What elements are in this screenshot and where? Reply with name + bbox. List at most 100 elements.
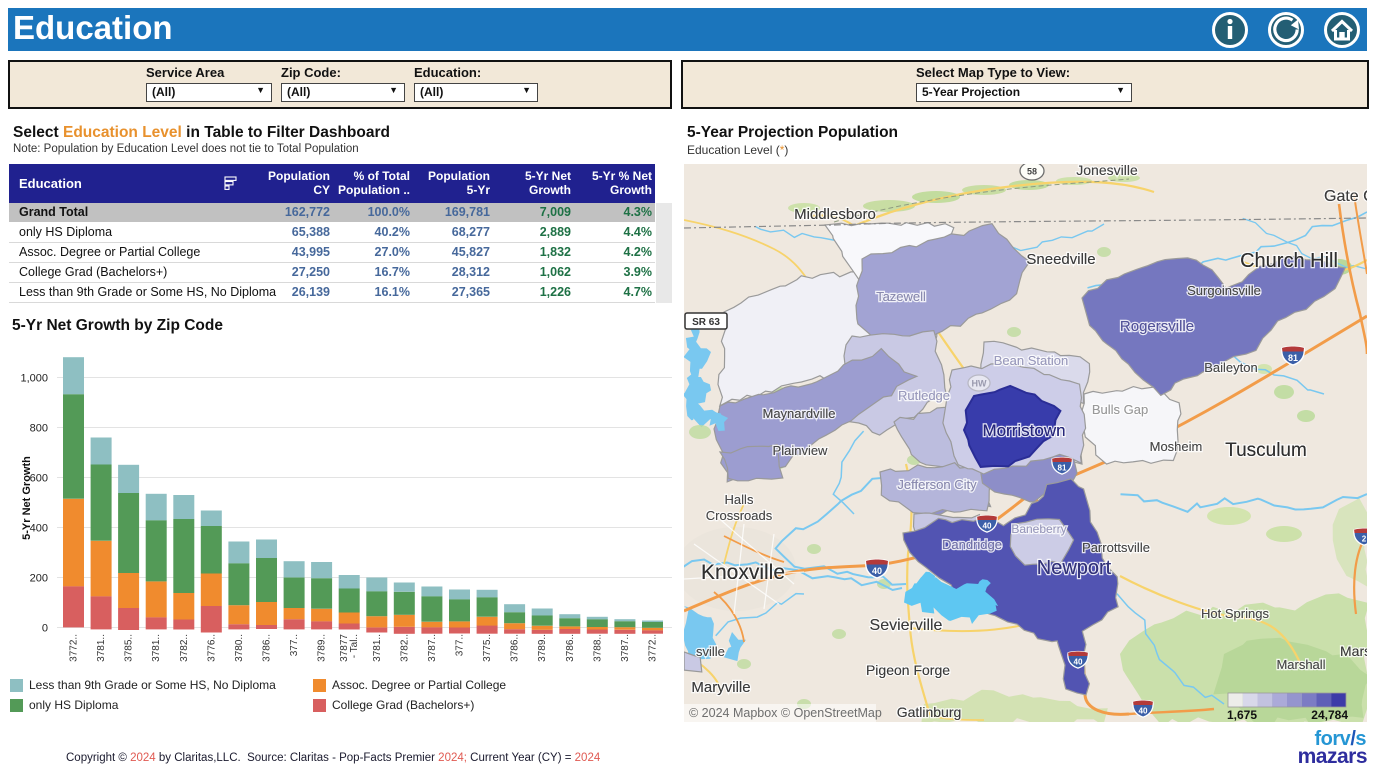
svg-text:3788..: 3788.. (592, 634, 603, 662)
svg-text:Tusculum: Tusculum (1225, 440, 1307, 461)
svg-text:Bean Station: Bean Station (994, 353, 1068, 368)
svg-text:Halls: Halls (725, 492, 754, 507)
svg-text:Mosheim: Mosheim (1150, 439, 1203, 454)
svg-text:Jonesville: Jonesville (1076, 164, 1138, 178)
svg-text:3785..: 3785.. (124, 634, 135, 662)
svg-text:Church Hill: Church Hill (1240, 250, 1338, 272)
svg-text:Mars: Mars (1340, 643, 1367, 659)
svg-text:3772..: 3772.. (69, 634, 80, 662)
svg-text:Surgoinsville: Surgoinsville (1187, 283, 1261, 298)
svg-text:Middlesboro: Middlesboro (794, 206, 876, 223)
svg-text:Maynardville: Maynardville (763, 406, 836, 421)
svg-text:Baneberry: Baneberry (1011, 522, 1066, 536)
svg-text:800: 800 (30, 423, 48, 435)
svg-text:Knoxville: Knoxville (701, 561, 785, 584)
svg-text:Morristown: Morristown (982, 421, 1065, 440)
svg-text:Rutledge: Rutledge (898, 388, 950, 403)
svg-text:81: 81 (1057, 464, 1067, 473)
svg-text:3787..: 3787.. (620, 634, 631, 662)
svg-text:Maryville: Maryville (691, 679, 750, 696)
svg-text:3776..: 3776.. (206, 634, 217, 662)
svg-text:Tusculum: Tusculum (1225, 440, 1307, 461)
svg-text:40: 40 (1138, 707, 1148, 716)
svg-text:Church Hill: Church Hill (1240, 250, 1338, 272)
svg-text:600: 600 (30, 473, 48, 485)
svg-text:Tazewell: Tazewell (876, 289, 926, 304)
svg-text:Jefferson City: Jefferson City (897, 477, 977, 492)
svg-text:3781..: 3781.. (96, 634, 107, 662)
svg-text:Newport: Newport (1037, 557, 1112, 579)
svg-text:Jonesville: Jonesville (1076, 164, 1138, 178)
svg-text:3772..: 3772.. (648, 634, 659, 662)
svg-text:Plainview: Plainview (773, 443, 829, 458)
svg-text:3780..: 3780.. (234, 634, 245, 662)
svg-text:Jefferson City: Jefferson City (897, 477, 977, 492)
svg-text:Gatlinburg: Gatlinburg (897, 704, 962, 720)
svg-text:40: 40 (982, 522, 992, 531)
svg-text:2: 2 (1362, 535, 1367, 544)
svg-text:1,675: 1,675 (1227, 708, 1257, 722)
svg-text:3781..: 3781.. (372, 634, 383, 662)
svg-text:Bulls Gap: Bulls Gap (1092, 402, 1148, 417)
svg-text:Sneedville: Sneedville (1026, 251, 1095, 268)
svg-text:3787..: 3787.. (427, 634, 438, 662)
svg-text:- Tal..: - Tal.. (349, 634, 360, 658)
svg-text:3786..: 3786.. (565, 634, 576, 662)
svg-text:40: 40 (872, 566, 882, 576)
svg-text:3782..: 3782.. (179, 634, 190, 662)
svg-text:Baneberry: Baneberry (1011, 522, 1066, 536)
svg-text:Marshall: Marshall (1276, 657, 1325, 672)
svg-text:Baileyton: Baileyton (1204, 360, 1257, 375)
svg-text:Sevierville: Sevierville (870, 617, 943, 634)
svg-text:Pigeon Forge: Pigeon Forge (866, 662, 950, 678)
svg-text:Gate Cit: Gate Cit (1324, 188, 1367, 205)
svg-text:Surgoinsville: Surgoinsville (1187, 283, 1261, 298)
svg-text:377..: 377.. (289, 634, 300, 656)
svg-text:Hot Springs: Hot Springs (1201, 606, 1269, 621)
svg-text:sville: sville (696, 644, 725, 659)
svg-text:Parrottsville: Parrottsville (1082, 540, 1150, 555)
svg-text:58: 58 (1027, 167, 1037, 177)
svg-text:Crossroads: Crossroads (706, 508, 773, 523)
svg-text:Sneedville: Sneedville (1026, 251, 1095, 268)
svg-text:Hot Springs: Hot Springs (1201, 606, 1269, 621)
svg-text:Maynardville: Maynardville (763, 406, 836, 421)
svg-text:Crossroads: Crossroads (706, 508, 773, 523)
svg-text:200: 200 (30, 573, 48, 585)
svg-text:Knoxville: Knoxville (701, 561, 785, 584)
svg-text:Gatlinburg: Gatlinburg (897, 704, 962, 720)
svg-text:Rutledge: Rutledge (898, 388, 950, 403)
svg-text:3782..: 3782.. (399, 634, 410, 662)
svg-text:3786..: 3786.. (510, 634, 521, 662)
svg-text:SR 63: SR 63 (692, 317, 720, 328)
svg-text:1,000: 1,000 (20, 373, 48, 385)
svg-text:81: 81 (1288, 353, 1298, 363)
svg-text:sville: sville (696, 644, 725, 659)
svg-text:Baileyton: Baileyton (1204, 360, 1257, 375)
svg-text:Tazewell: Tazewell (876, 289, 926, 304)
svg-text:3789..: 3789.. (537, 634, 548, 662)
svg-text:Middlesboro: Middlesboro (794, 206, 876, 223)
svg-text:3781..: 3781.. (151, 634, 162, 662)
svg-text:Plainview: Plainview (773, 443, 829, 458)
svg-text:Morristown: Morristown (982, 421, 1065, 440)
svg-text:5-Yr Net Growth: 5-Yr Net Growth (21, 456, 33, 540)
svg-text:Newport: Newport (1037, 557, 1112, 579)
svg-text:3786..: 3786.. (262, 634, 273, 662)
svg-text:© 2024 Mapbox © OpenStreetMap: © 2024 Mapbox © OpenStreetMap (689, 706, 882, 720)
svg-text:24,784: 24,784 (1311, 708, 1348, 722)
svg-text:40: 40 (1073, 658, 1083, 667)
svg-text:Mars: Mars (1340, 643, 1367, 659)
svg-text:Parrottsville: Parrottsville (1082, 540, 1150, 555)
svg-text:0: 0 (42, 623, 48, 635)
svg-text:Dandridge: Dandridge (942, 537, 1002, 552)
svg-text:400: 400 (30, 523, 48, 535)
svg-text:Dandridge: Dandridge (942, 537, 1002, 552)
svg-text:Mosheim: Mosheim (1150, 439, 1203, 454)
svg-text:Gate Cit: Gate Cit (1324, 188, 1367, 205)
svg-text:Marshall: Marshall (1276, 657, 1325, 672)
svg-text:Maryville: Maryville (691, 679, 750, 696)
svg-text:Sevierville: Sevierville (870, 617, 943, 634)
svg-text:Bulls Gap: Bulls Gap (1092, 402, 1148, 417)
svg-text:Bean Station: Bean Station (994, 353, 1068, 368)
